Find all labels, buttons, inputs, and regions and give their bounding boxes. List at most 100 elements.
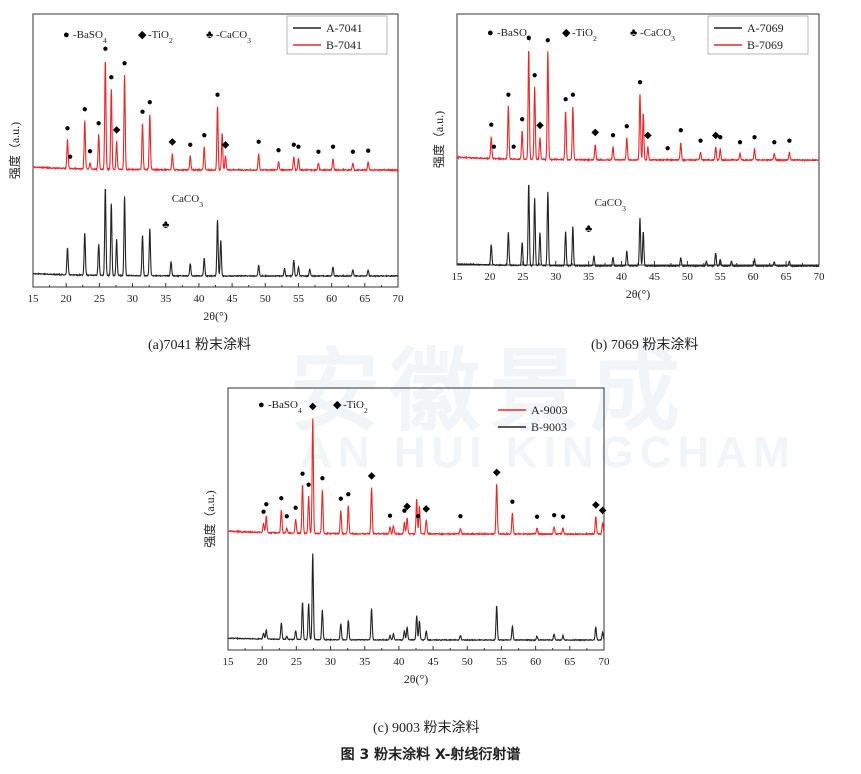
baso4-peak-marker: ● [102, 43, 108, 54]
baso4-peak-marker: ● [365, 145, 371, 156]
tio2-peak-marker: ◆ [536, 120, 544, 131]
x-tick-label: 40 [193, 293, 205, 305]
x-tick-label: 25 [517, 271, 529, 283]
x-axis-label: 2θ(°) [203, 309, 228, 323]
legend-label: A-9003 [531, 403, 568, 417]
tio2-peak-marker: ◆ [644, 130, 652, 141]
baso4-peak-marker: ● [387, 510, 393, 521]
legend-label: B-9003 [531, 420, 567, 434]
tio2-peak-marker: ◆ [712, 130, 720, 141]
tio2-peak-marker: ◆ [422, 503, 430, 514]
y-axis-label: 强度（a.u.) [431, 111, 446, 168]
x-tick-label: 65 [781, 271, 793, 283]
baso4-peak-marker: ● [771, 137, 777, 148]
baso4-peak-marker: ● [534, 511, 540, 522]
x-tick-label: 40 [393, 656, 405, 668]
phase-legend-label: -BaSO4 [73, 29, 107, 45]
baso4-peak-marker: ● [87, 146, 93, 157]
baso4-peak-marker: ● [338, 493, 344, 504]
tio2-peak-marker: ◆ [493, 467, 501, 478]
caption-c: (c) 9003 粉末涂料 [373, 721, 480, 736]
series-line-A-7069 [456, 184, 820, 268]
x-tick-label: 30 [550, 271, 562, 283]
phase-legend-symbol: ● [258, 399, 265, 411]
tio2-peak-marker: ◆ [309, 401, 317, 412]
baso4-peak-marker: ● [263, 499, 269, 510]
legend-label: A-7041 [326, 21, 363, 35]
x-tick-label: 15 [452, 271, 464, 283]
baso4-peak-marker: ● [315, 147, 321, 158]
baso4-peak-marker: ● [563, 94, 569, 105]
caco3-annotation: CaCO3 [595, 197, 627, 213]
tio2-peak-marker: ◆ [592, 500, 600, 511]
caption-b: (b) 7069 粉末涂料 [591, 338, 699, 353]
phase-legend-label: -CaCO3 [216, 29, 251, 45]
baso4-peak-marker: ● [291, 140, 297, 151]
x-tick-label: 20 [484, 271, 496, 283]
x-axis-label: 2θ(°) [626, 287, 651, 301]
series-line-B-7041 [32, 61, 399, 173]
baso4-peak-marker: ● [350, 147, 356, 158]
baso4-peak-marker: ● [295, 141, 301, 152]
x-axis-label: 2θ(°) [404, 672, 429, 686]
phase-legend-label: -CaCO3 [640, 27, 675, 43]
x-tick-label: 50 [462, 656, 474, 668]
x-tick-label: 45 [649, 271, 661, 283]
baso4-peak-marker: ● [122, 58, 128, 69]
phase-legend-label: -TiO2 [572, 27, 597, 43]
phase-legend-label: -BaSO4 [497, 27, 531, 43]
baso4-peak-marker: ● [64, 123, 70, 134]
x-tick-label: 55 [715, 271, 727, 283]
caption-a: (a)7041 粉末涂料 [148, 338, 252, 353]
x-tick-label: 60 [748, 271, 760, 283]
x-tick-label: 50 [682, 271, 694, 283]
baso4-peak-marker: ● [786, 136, 792, 147]
baso4-peak-marker: ● [505, 89, 511, 100]
legend-label: B-7069 [747, 38, 783, 52]
phase-legend-symbol: ◆ [138, 29, 147, 41]
x-tick-label: 15 [28, 293, 40, 305]
x-tick-label: 30 [127, 293, 139, 305]
legend-box [286, 15, 388, 55]
baso4-peak-marker: ● [299, 468, 305, 479]
baso4-peak-marker: ● [717, 132, 723, 143]
legend-box [707, 15, 809, 55]
series-line-B-9003 [227, 553, 605, 642]
x-tick-label: 70 [393, 293, 405, 305]
tio2-peak-marker: ◆ [599, 505, 607, 516]
x-tick-label: 55 [496, 656, 508, 668]
x-tick-label: 45 [227, 293, 239, 305]
baso4-peak-marker: ● [637, 77, 643, 88]
tio2-peak-marker: ◆ [368, 470, 376, 481]
series-line-A-7041 [32, 188, 399, 279]
y-axis-label: 强度（a.u.) [202, 490, 217, 547]
x-tick-label: 25 [94, 293, 106, 305]
baso4-peak-marker: ● [751, 132, 757, 143]
x-tick-label: 55 [293, 293, 305, 305]
baso4-peak-marker: ● [67, 151, 73, 162]
baso4-peak-marker: ● [284, 511, 290, 522]
baso4-peak-marker: ● [293, 503, 299, 514]
baso4-peak-marker: ● [139, 106, 145, 117]
baso4-peak-marker: ● [147, 97, 153, 108]
baso4-peak-marker: ● [570, 90, 576, 101]
tio2-peak-marker: ◆ [222, 139, 230, 150]
baso4-peak-marker: ● [519, 114, 525, 125]
x-tick-label: 45 [428, 656, 440, 668]
x-tick-label: 70 [599, 656, 611, 668]
baso4-peak-marker: ● [401, 506, 407, 517]
baso4-peak-marker: ● [551, 510, 557, 521]
x-tick-label: 35 [160, 293, 172, 305]
phase-legend-symbol: ● [63, 29, 70, 41]
baso4-peak-marker: ● [261, 506, 267, 517]
baso4-peak-marker: ● [345, 489, 351, 500]
baso4-peak-marker: ● [560, 511, 566, 522]
baso4-peak-marker: ● [108, 72, 114, 83]
figure-title: 图 3 粉末涂料 X-射线衍射谱 [340, 747, 521, 763]
x-tick-label: 65 [564, 656, 576, 668]
x-tick-label: 70 [814, 271, 826, 283]
baso4-peak-marker: ● [737, 137, 743, 148]
